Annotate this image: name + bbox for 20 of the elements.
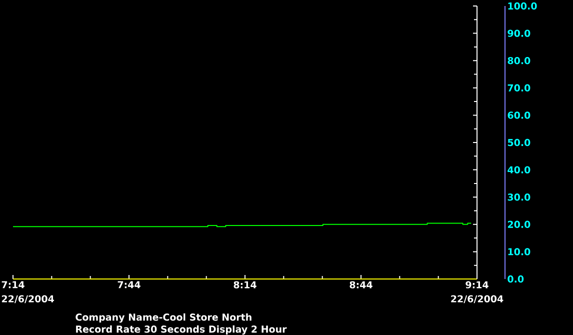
y-tick-label: 20.0 — [508, 220, 530, 228]
text: Company Name-Cool Store North — [76, 313, 252, 323]
y-tick-label: 10.0 — [508, 248, 530, 256]
y-tick-label: 80.0 — [508, 57, 530, 64]
x-tick-label: 8:44 — [350, 281, 372, 288]
y-tick-label: 70.0 — [508, 84, 530, 92]
y-tick-label: 50.0 — [508, 138, 530, 146]
x-tick-label: 8:14 — [234, 281, 256, 288]
x-tick-label: 7:44 — [118, 281, 140, 288]
y-tick-label: 60.0 — [508, 112, 530, 119]
text: 22/6/2004 — [2, 295, 54, 304]
text: Record Rate 30 Seconds Display 2 Hour — [76, 325, 287, 335]
y-tick-label: 100.0 — [508, 2, 537, 10]
x-tick-label: 7:14 — [2, 281, 24, 288]
y-tick-label: 90.0 — [508, 30, 530, 37]
y-tick-label: 30.0 — [508, 194, 530, 201]
text: 22/6/2004 — [451, 295, 504, 304]
y-tick-label: 40.0 — [508, 166, 530, 174]
y-tick-label: 0.0 — [508, 275, 524, 283]
x-tick-label: 9:14 — [466, 281, 488, 288]
